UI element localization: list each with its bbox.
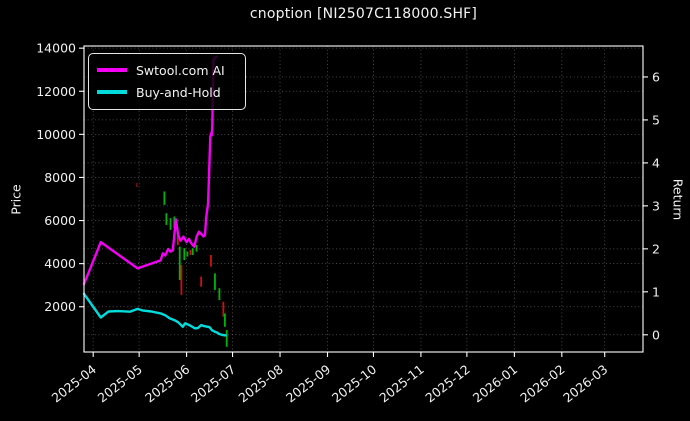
x-tick-label: 2025-07 xyxy=(188,362,238,406)
candle-down xyxy=(180,264,183,295)
candle-down xyxy=(176,234,179,246)
candle-up xyxy=(178,246,181,281)
y-left-tick-label: 12000 xyxy=(36,84,76,99)
candle-up xyxy=(186,251,189,257)
x-tick-label: 2026-01 xyxy=(470,362,520,406)
x-tick-label: 2025-05 xyxy=(95,362,145,406)
legend-line-swatch-ai xyxy=(97,68,127,72)
legend-label-buy-and-hold: Buy-and-Hold xyxy=(136,84,221,100)
candle-up xyxy=(173,216,176,229)
y-right-tick-label: 1 xyxy=(652,284,660,299)
plot-border xyxy=(83,45,644,353)
y-axis-label-return: Return xyxy=(670,178,686,221)
x-tick-label: 2026-02 xyxy=(517,362,567,406)
x-tick-label: 2025-10 xyxy=(329,362,379,406)
x-tick-label: 2025-08 xyxy=(235,362,285,406)
x-tick-label: 2025-11 xyxy=(376,362,426,406)
candle-up xyxy=(191,248,194,256)
y-right-tick-label: 3 xyxy=(652,198,660,213)
candle-down xyxy=(222,301,225,317)
legend-item-ai: Swtool.com AI xyxy=(97,59,235,81)
y-left-tick-label: 4000 xyxy=(44,256,76,271)
series-line-ai xyxy=(82,55,218,286)
y-left-tick-label: 14000 xyxy=(36,41,76,56)
y-left-tick-label: 2000 xyxy=(44,299,76,314)
candle-up xyxy=(169,218,172,230)
candle-up xyxy=(225,330,228,347)
y-right-tick-label: 5 xyxy=(652,112,660,127)
candle-up xyxy=(163,191,166,205)
y-left-tick-label: 6000 xyxy=(44,213,76,228)
y-left-tick-label: 8000 xyxy=(44,170,76,185)
candle-up xyxy=(218,288,221,301)
y-right-tick-label: 6 xyxy=(652,69,660,84)
y-axis-label-price: Price xyxy=(8,184,24,215)
x-tick-label: 2025-12 xyxy=(422,362,472,406)
candle-down xyxy=(200,276,203,287)
candle-up xyxy=(223,313,226,327)
series-line-buy-and-hold xyxy=(82,292,227,337)
x-tick-label: 2025-06 xyxy=(142,362,192,406)
chart-title: cnoption [NI2507C118000.SHF] xyxy=(249,6,478,22)
legend-line-swatch-buy-and-hold xyxy=(97,90,127,94)
x-tick-label: 2025-09 xyxy=(283,362,333,406)
y-right-tick-label: 0 xyxy=(652,327,660,342)
y-left-tick-label: 10000 xyxy=(36,127,76,142)
legend: Swtool.com AI Buy-and-Hold xyxy=(88,53,246,110)
candle-down xyxy=(210,255,212,267)
y-right-tick-label: 2 xyxy=(652,241,660,256)
x-tick-label: 2025-04 xyxy=(49,362,99,406)
legend-item-buy-and-hold: Buy-and-Hold xyxy=(97,81,235,103)
y-right-tick-label: 4 xyxy=(652,155,660,170)
candle-up xyxy=(214,273,216,290)
candle-up xyxy=(183,248,186,260)
candle-dark xyxy=(135,182,138,188)
candle-up xyxy=(195,244,198,252)
x-tick-label: 2026-03 xyxy=(560,362,610,406)
candle-down xyxy=(189,249,192,256)
legend-label-ai: Swtool.com AI xyxy=(136,62,225,78)
candle-up xyxy=(165,213,168,225)
